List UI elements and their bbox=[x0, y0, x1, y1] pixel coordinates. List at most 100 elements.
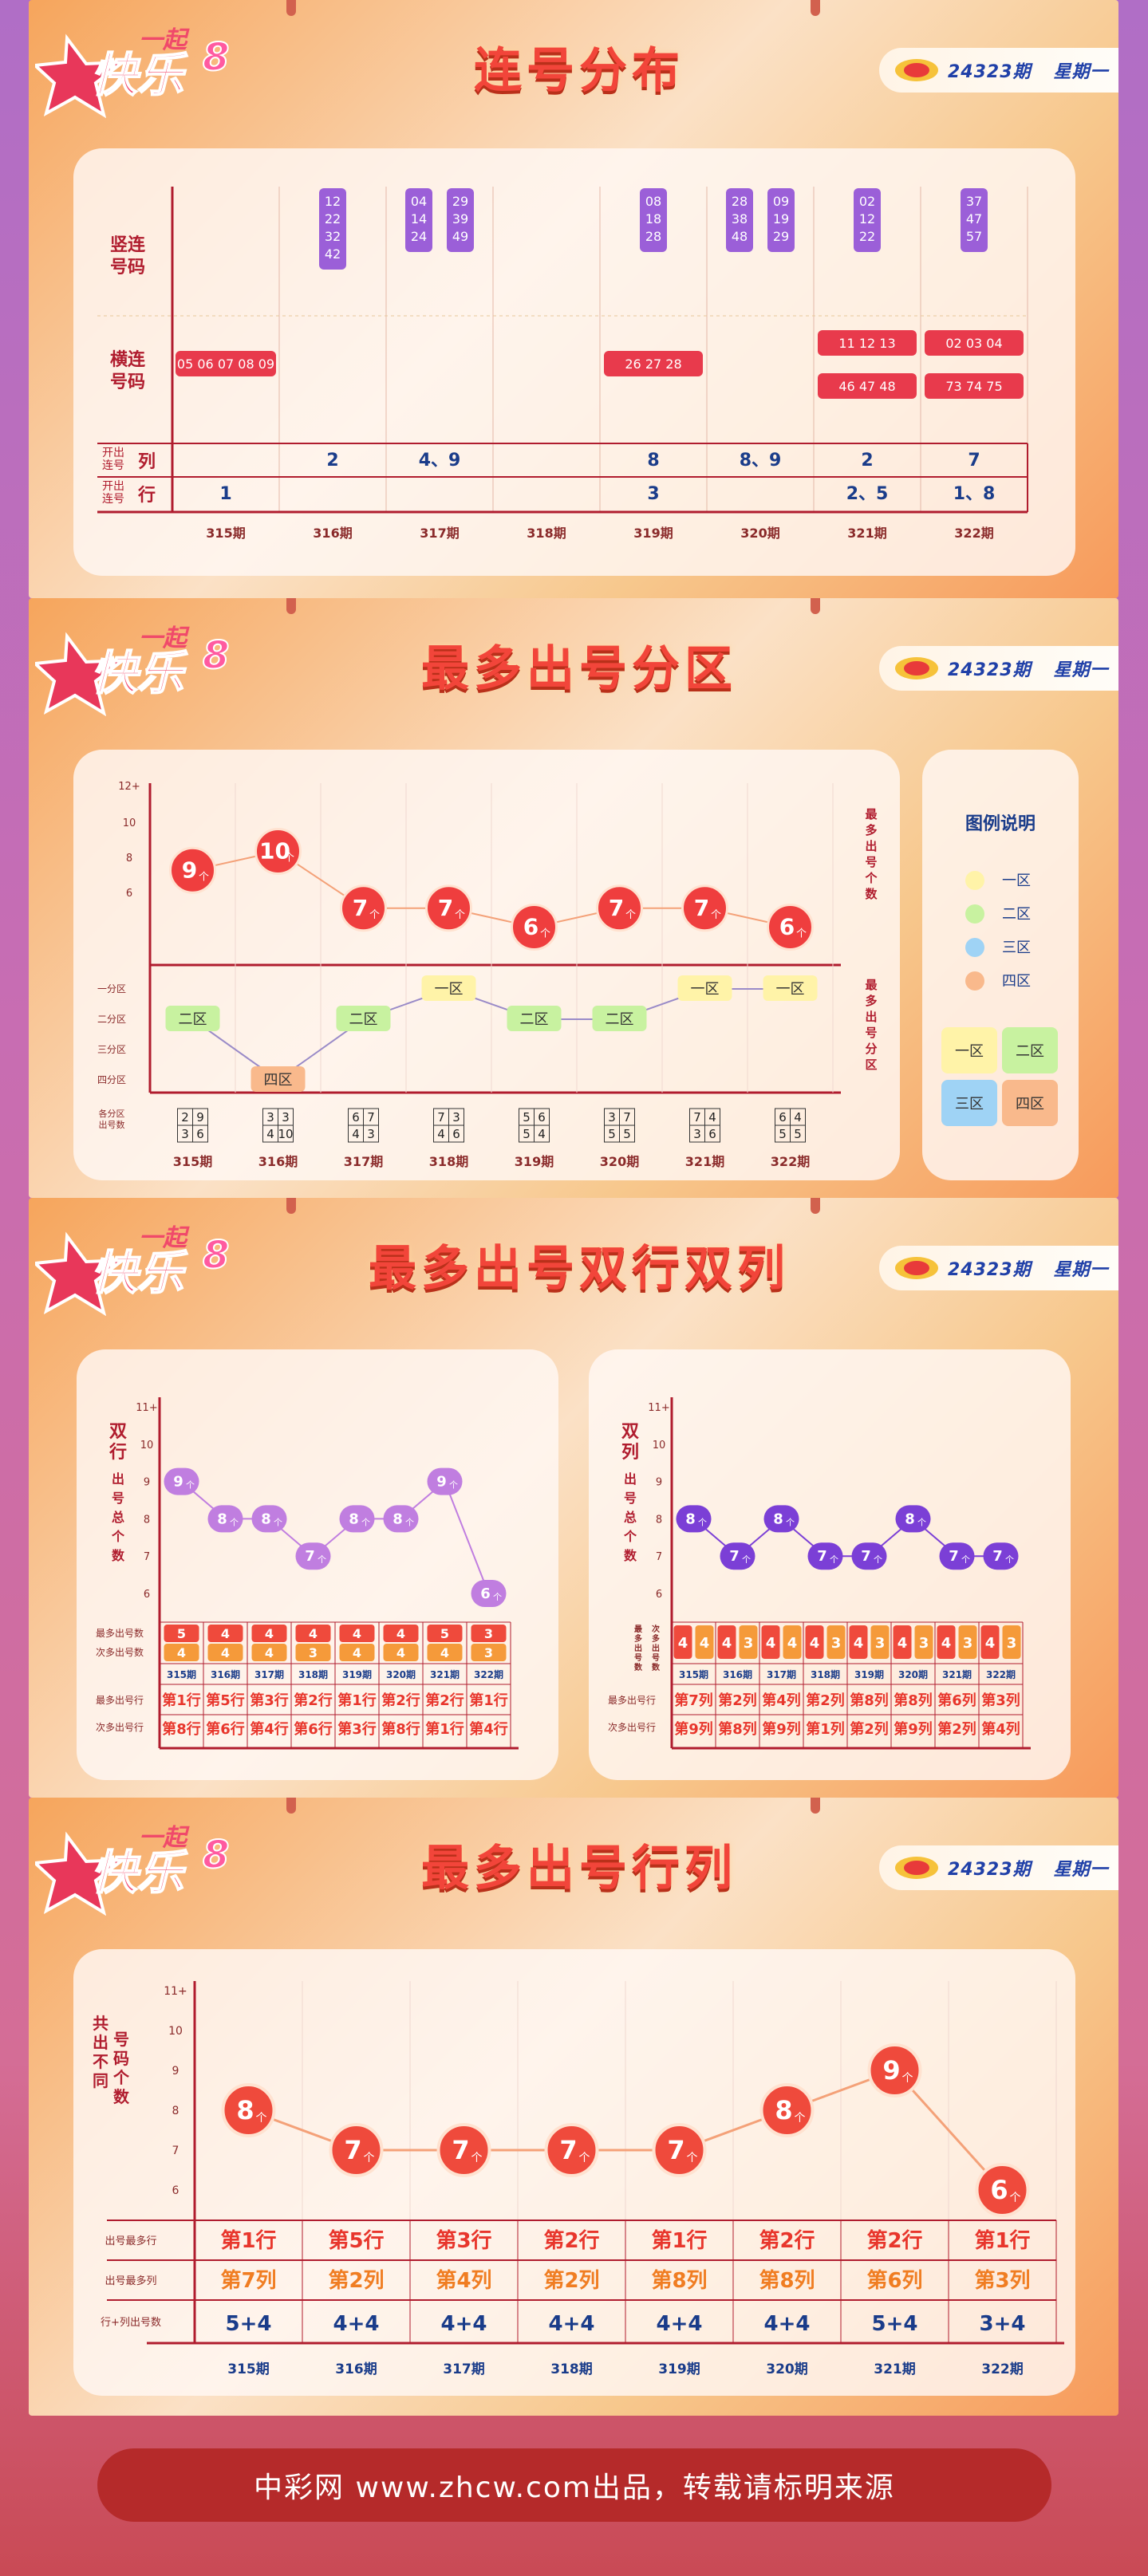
series-value: 7 bbox=[344, 2135, 361, 2165]
y-axis-label: 同 bbox=[93, 2071, 108, 2090]
zone-count: 3 bbox=[181, 1127, 189, 1141]
sum-value: 4+4 bbox=[441, 2312, 487, 2336]
count-unit: 个 bbox=[625, 909, 636, 921]
right-axis-label: 多 bbox=[865, 823, 877, 837]
period-label: 322期 bbox=[981, 2361, 1024, 2377]
legend-grid-cell bbox=[941, 1080, 997, 1126]
most-count-box bbox=[980, 1625, 1000, 1659]
y-axis-label: 数 bbox=[113, 2087, 130, 2106]
second-value: 第9列 bbox=[762, 1720, 801, 1738]
sum-value: 5+4 bbox=[872, 2312, 918, 2336]
second-count-box bbox=[339, 1644, 375, 1661]
series-value: 9 bbox=[173, 1474, 183, 1491]
series-value: 7 bbox=[729, 1548, 740, 1565]
hanger-hook bbox=[286, 1198, 296, 1214]
vertical-number: 02 bbox=[859, 194, 875, 209]
panel-row-col: 一起 快乐 8 最多出号行列 24323期 星期一 11+ 10 9 8 7 6 共出不同 号… bbox=[29, 1798, 1118, 2416]
horizontal-pill bbox=[604, 351, 703, 376]
table-row-label: 次多出号行 bbox=[96, 1722, 144, 1733]
y-axis-label: 列 bbox=[621, 1443, 639, 1463]
count-dot bbox=[681, 884, 728, 932]
legend-swatch bbox=[965, 904, 984, 924]
most-count: 4 bbox=[854, 1635, 864, 1652]
zone-marker bbox=[165, 1006, 220, 1031]
count-dot bbox=[767, 904, 814, 951]
y-tick-label: 11+ bbox=[164, 1985, 187, 1998]
series-value: 8 bbox=[261, 1511, 271, 1527]
svg-text:一起: 一起 bbox=[139, 1224, 190, 1252]
most-value: 第2行 bbox=[381, 1692, 420, 1709]
series-value: 7 bbox=[992, 1548, 1003, 1565]
zone-count: 6 bbox=[779, 1110, 787, 1125]
y-tick-label: 6 bbox=[126, 888, 132, 900]
right-axis-label: 分 bbox=[865, 1042, 877, 1056]
svg-text:一起: 一起 bbox=[139, 624, 190, 652]
series-unit: 个 bbox=[742, 1554, 751, 1565]
series-unit: 个 bbox=[830, 1554, 838, 1565]
issue-badge: 24323期 星期一 bbox=[879, 646, 1118, 691]
hanger-hook bbox=[811, 0, 820, 16]
right-axis-label: 最 bbox=[865, 807, 878, 821]
y-tick-label: 6 bbox=[144, 1589, 150, 1601]
sum-value: 5+4 bbox=[226, 2312, 272, 2336]
most-value: 第8列 bbox=[894, 1692, 933, 1709]
count-dot bbox=[254, 828, 302, 875]
vertical-pill bbox=[640, 188, 667, 252]
table-row-label: 次 bbox=[652, 1624, 660, 1634]
right-axis-label: 出 bbox=[865, 839, 877, 853]
sum-value: 4+4 bbox=[549, 2312, 595, 2336]
weekday: 星期一 bbox=[1053, 62, 1109, 82]
most-value: 第3行 bbox=[250, 1692, 289, 1709]
series-dot bbox=[329, 2123, 384, 2177]
count-dot bbox=[340, 884, 387, 932]
zone-count-box bbox=[192, 1125, 208, 1143]
second-count: 4 bbox=[700, 1635, 710, 1652]
table-row-label: 出 bbox=[652, 1643, 660, 1653]
legend-title: 图例说明 bbox=[965, 813, 1036, 834]
zone-count-box bbox=[704, 1125, 720, 1143]
zone-label: 二区 bbox=[520, 1011, 549, 1028]
count-unit: 个 bbox=[796, 928, 807, 940]
y-tick-label: 10 bbox=[140, 1440, 154, 1451]
count-unit: 个 bbox=[199, 871, 209, 883]
zone-count-box bbox=[619, 1125, 635, 1143]
series-unit: 个 bbox=[917, 1517, 926, 1527]
period-label: 320期 bbox=[386, 1668, 416, 1680]
second-count-box bbox=[870, 1625, 890, 1659]
sum-value: 4+4 bbox=[333, 2312, 380, 2336]
series-value: 8 bbox=[685, 1511, 696, 1527]
zone-count: 4 bbox=[266, 1127, 274, 1141]
zone-label: 二区 bbox=[349, 1011, 378, 1028]
vertical-number: 12 bbox=[859, 211, 875, 226]
zone-count: 3 bbox=[452, 1110, 460, 1125]
row-label: 竖连 bbox=[110, 234, 146, 255]
sum-value: 4+4 bbox=[657, 2312, 703, 2336]
kuaile8-logo: 一起 快乐 8 bbox=[35, 26, 230, 118]
series-value: 8 bbox=[775, 2095, 792, 2125]
second-value: 第2列 bbox=[850, 1720, 889, 1738]
y-tick-label: 12+ bbox=[118, 781, 140, 793]
vertical-pill bbox=[447, 188, 474, 252]
zone-count: 3 bbox=[367, 1127, 375, 1141]
second-count-box bbox=[783, 1625, 802, 1659]
period-label: 317期 bbox=[443, 2361, 485, 2377]
vertical-number: 14 bbox=[411, 211, 427, 226]
count-unit: 个 bbox=[369, 909, 380, 921]
period-label: 320期 bbox=[898, 1668, 928, 1680]
zone-count: 10 bbox=[278, 1127, 293, 1141]
period-label: 316期 bbox=[723, 1668, 752, 1680]
zone-count: 4 bbox=[538, 1127, 546, 1141]
series-unit: 个 bbox=[961, 1554, 970, 1565]
period-label: 319期 bbox=[342, 1668, 372, 1680]
series-unit: 个 bbox=[579, 2152, 590, 2164]
y-axis-label: 个 bbox=[111, 1529, 125, 1544]
zone-count: 3 bbox=[608, 1110, 616, 1125]
page-title: 最多出号分区 bbox=[421, 641, 737, 697]
vertical-number: 29 bbox=[773, 229, 789, 244]
zone-count-box bbox=[363, 1125, 379, 1143]
most-row-value: 第1行 bbox=[220, 2228, 276, 2253]
series-unit: 个 bbox=[361, 1517, 370, 1527]
